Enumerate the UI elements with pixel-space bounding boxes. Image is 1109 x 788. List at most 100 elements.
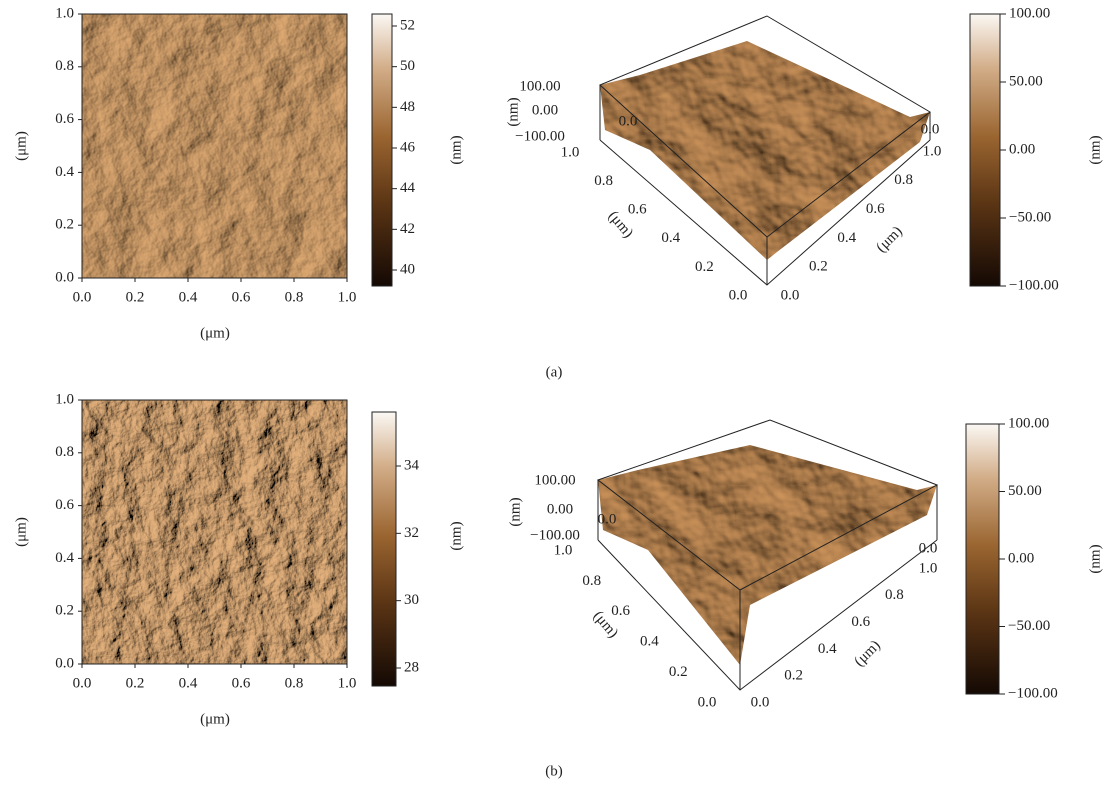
y-tick-label: 1.0 — [55, 391, 74, 407]
y-tick-label: 0.2 — [55, 217, 74, 233]
x-tick-label: 0.6 — [232, 675, 251, 691]
colorbar-tick-label: 0.00 — [1009, 141, 1035, 157]
colorbar — [372, 412, 396, 686]
x-tick-label: 0.4 — [179, 289, 198, 305]
colorbar-tick-label: 100.00 — [1009, 5, 1050, 21]
right-tick-label: 0.2 — [809, 259, 828, 275]
left-tick-label: 0.8 — [582, 573, 601, 589]
colorbar-tick-label: −100.00 — [1008, 685, 1058, 701]
panel-label: (b) — [545, 763, 563, 779]
y-tick-label: 0.0 — [55, 655, 74, 671]
x-tick-label: 0.8 — [285, 675, 304, 691]
y-tick-label: 0.8 — [55, 444, 74, 460]
afm-image — [82, 400, 347, 664]
z-tick-label: −100.00 — [530, 527, 580, 543]
right-tick-label: 1.0 — [919, 560, 938, 576]
colorbar-tick-label: 52 — [400, 17, 415, 33]
x-tick-label: 0.2 — [126, 289, 145, 305]
panel-label: (a) — [546, 364, 563, 380]
right-tick-label: 0.8 — [885, 587, 904, 603]
x-tick-label: 1.0 — [338, 675, 357, 691]
colorbar-tick-label: 42 — [400, 221, 415, 237]
y-tick-label: 0.0 — [55, 269, 74, 285]
z-tick-label: 100.00 — [519, 78, 560, 94]
figure: 0.0 0.2 0.4 0.6 0.8 1.0 1.0 0.8 0.6 0.4 0.2 0.0 (μm)… — [0, 0, 1109, 788]
y-tick-label: 0.4 — [55, 164, 74, 180]
far-tick-label: 0.0 — [921, 121, 940, 137]
left-tick-label: 0.4 — [661, 230, 680, 246]
left-tick-label: 0.0 — [729, 287, 748, 303]
colorbar-label: (nm) — [448, 135, 464, 164]
colorbar-tick-label: 100.00 — [1008, 415, 1049, 431]
right-tick-label: 0.2 — [784, 668, 803, 684]
x-axis-label: (μm) — [200, 711, 230, 727]
right-axis-label: (μm) — [851, 637, 883, 669]
colorbar-tick-label: 50.00 — [1008, 483, 1042, 499]
far-tick-label: 0.0 — [919, 540, 938, 556]
right-tick-label: 0.4 — [818, 641, 837, 657]
colorbar-tick-label: 40 — [400, 261, 415, 277]
colorbar-tick-label: 32 — [404, 525, 419, 541]
x-tick-label: 0.0 — [73, 675, 92, 691]
right-tick-label: 0.6 — [851, 614, 870, 630]
colorbar-tick-label: 48 — [400, 99, 415, 115]
x-axis-label: (μm) — [200, 325, 230, 341]
left-tick-label: 1.0 — [554, 542, 573, 558]
far-tick-label: 0.0 — [598, 511, 617, 527]
left-tick-label: 0.2 — [695, 259, 714, 275]
x-tick-label: 1.0 — [338, 289, 357, 305]
colorbar-tick-label: −100.00 — [1009, 277, 1059, 293]
right-tick-label: 0.4 — [837, 230, 856, 246]
colorbar-tick-label: 44 — [400, 180, 416, 196]
right-tick-label: 0.0 — [781, 287, 800, 303]
colorbar-label: (nm) — [448, 521, 464, 550]
y-axis-label: (μm) — [13, 517, 29, 547]
colorbar-label: (nm) — [1087, 135, 1103, 164]
colorbar-tick-label: −50.00 — [1009, 209, 1051, 225]
colorbar-tick-label: 0.00 — [1008, 550, 1034, 566]
colorbar-tick-label: 28 — [404, 659, 419, 675]
z-tick-label: 100.00 — [534, 472, 575, 488]
z-tick-label: −100.00 — [515, 128, 565, 144]
left-tick-label: 0.2 — [669, 664, 688, 680]
colorbar — [372, 14, 392, 286]
y-tick-label: 0.8 — [55, 58, 74, 74]
colorbar — [970, 14, 1000, 286]
right-tick-label: 0.8 — [894, 172, 913, 188]
left-tick-label: 1.0 — [561, 144, 580, 160]
y-tick-label: 0.6 — [55, 497, 74, 513]
y-axis-label: (μm) — [13, 131, 29, 161]
z-axis-label: (nm) — [507, 497, 523, 526]
left-tick-label: 0.6 — [628, 202, 647, 218]
colorbar-tick-label: −50.00 — [1008, 618, 1050, 634]
left-tick-label: 0.4 — [640, 634, 659, 650]
y-tick-label: 1.0 — [55, 5, 74, 21]
right-axis-label: (μm) — [873, 223, 905, 255]
z-tick-label: 0.00 — [547, 501, 573, 517]
left-tick-label: 0.8 — [594, 173, 613, 189]
colorbar-tick-label: 46 — [400, 139, 416, 155]
colorbar-label: (nm) — [1087, 544, 1103, 573]
afm-image — [82, 14, 347, 278]
colorbar-tick-label: 30 — [404, 592, 419, 608]
z-tick-label: 0.00 — [532, 102, 558, 118]
y-tick-label: 0.2 — [55, 603, 74, 619]
colorbar-tick-label: 50.00 — [1009, 73, 1043, 89]
left-tick-label: 0.6 — [611, 603, 630, 619]
colorbar-tick-label: 34 — [404, 457, 420, 473]
x-tick-label: 0.2 — [126, 675, 145, 691]
x-tick-label: 0.6 — [232, 289, 251, 305]
x-tick-label: 0.8 — [285, 289, 304, 305]
colorbar-tick-label: 50 — [400, 58, 415, 74]
right-tick-label: 0.0 — [751, 694, 770, 710]
y-tick-label: 0.4 — [55, 550, 74, 566]
colorbar — [966, 424, 999, 694]
right-tick-label: 1.0 — [923, 143, 942, 159]
z-axis-label: (nm) — [505, 97, 521, 126]
far-tick-label: 0.0 — [619, 113, 638, 129]
x-tick-label: 0.0 — [73, 289, 92, 305]
left-tick-label: 0.0 — [698, 694, 717, 710]
y-tick-label: 0.6 — [55, 111, 74, 127]
right-tick-label: 0.6 — [866, 201, 885, 217]
x-tick-label: 0.4 — [179, 675, 198, 691]
